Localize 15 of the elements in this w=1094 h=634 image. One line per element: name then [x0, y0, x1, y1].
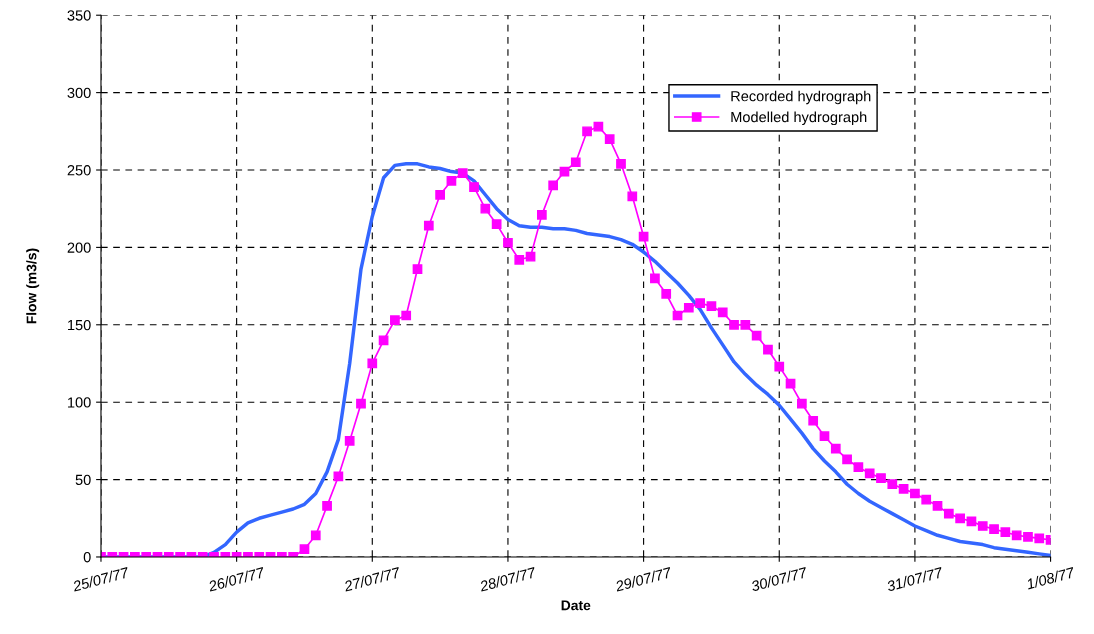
legend-label: Modelled hydrograph — [731, 111, 867, 126]
x-axis-title: Date — [561, 600, 591, 611]
x-tick-label: 30/07/77 — [750, 566, 809, 592]
legend-label: Recorded hydrograph — [731, 90, 871, 105]
y-tick-label: 0 — [83, 552, 91, 563]
y-tick-label: 350 — [67, 10, 91, 21]
y-tick-label: 200 — [67, 242, 91, 253]
y-tick-label: 250 — [67, 165, 91, 176]
x-tick-label: 31/07/77 — [886, 566, 944, 592]
y-tick-label: 300 — [67, 87, 91, 99]
y-tick-label: 100 — [68, 397, 91, 408]
x-tick-label: 1/08/77 — [1025, 566, 1076, 590]
y-tick-label: 50 — [75, 474, 91, 485]
y-tick-label: 150 — [68, 319, 91, 331]
y-axis-title: Flow (m3/s) — [26, 248, 40, 324]
